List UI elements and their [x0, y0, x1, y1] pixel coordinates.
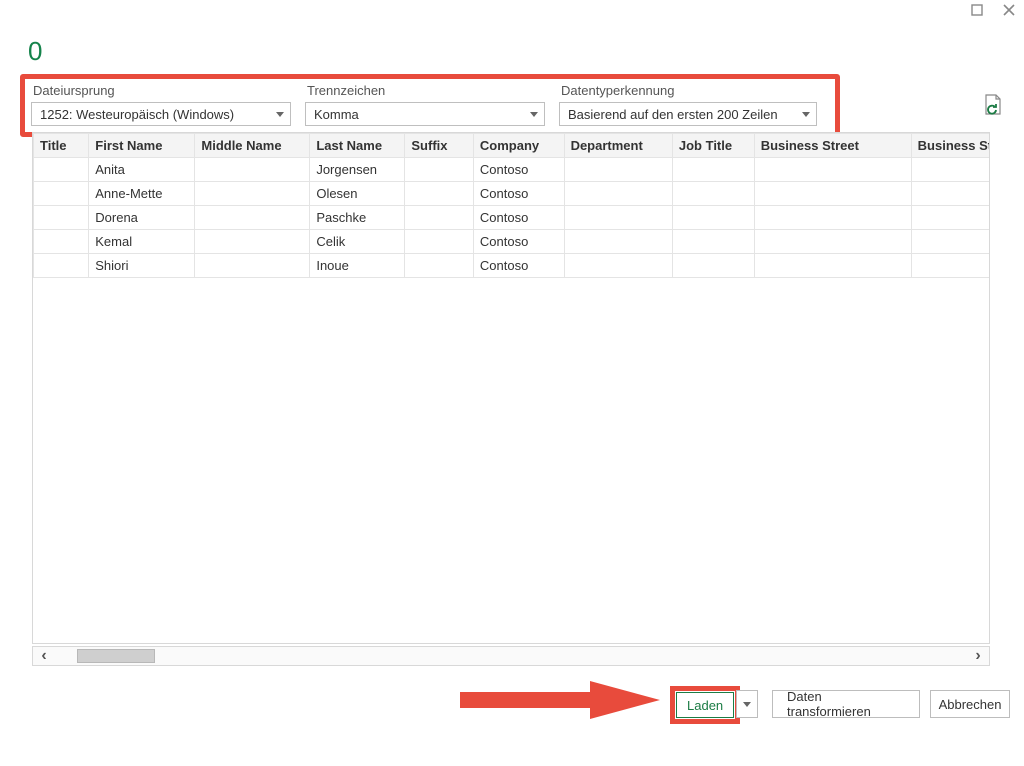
table-cell: [405, 158, 474, 182]
table-cell: [405, 230, 474, 254]
refresh-icon[interactable]: [982, 94, 1002, 116]
table-cell: [195, 254, 310, 278]
delimiter-select[interactable]: Komma: [305, 102, 545, 126]
load-button-dropdown[interactable]: [736, 690, 758, 718]
table-cell: [754, 206, 911, 230]
page-title: 0: [28, 36, 42, 67]
table-cell: [672, 230, 754, 254]
table-cell: Contoso: [473, 182, 564, 206]
preview-table: TitleFirst NameMiddle NameLast NameSuffi…: [32, 132, 990, 644]
table-cell: Contoso: [473, 254, 564, 278]
table-cell: [911, 206, 990, 230]
transform-data-label: Daten transformieren: [787, 689, 905, 719]
table-cell: [911, 158, 990, 182]
scroll-thumb[interactable]: [77, 649, 155, 663]
column-header[interactable]: Department: [564, 134, 672, 158]
table-row[interactable]: Anne-Mette Olesen Contoso: [34, 182, 991, 206]
table-cell: Dorena: [89, 206, 195, 230]
table-cell: [672, 158, 754, 182]
datatype-detect-select[interactable]: Basierend auf den ersten 200 Zeilen: [559, 102, 817, 126]
table-cell: [34, 254, 89, 278]
table-cell: [911, 230, 990, 254]
delimiter-value: Komma: [314, 107, 359, 122]
table-cell: [405, 206, 474, 230]
table-cell: [34, 206, 89, 230]
file-origin-select[interactable]: 1252: Westeuropäisch (Windows): [31, 102, 291, 126]
table-row[interactable]: Kemal Celik Contoso: [34, 230, 991, 254]
callout-arrow-icon: [460, 678, 660, 722]
table-cell: Olesen: [310, 182, 405, 206]
column-header[interactable]: Suffix: [405, 134, 474, 158]
delimiter-label: Trennzeichen: [305, 81, 545, 98]
table-cell: Contoso: [473, 230, 564, 254]
column-header[interactable]: Business Street: [754, 134, 911, 158]
table-cell: [564, 230, 672, 254]
table-cell: Contoso: [473, 206, 564, 230]
datatype-detect-value: Basierend auf den ersten 200 Zeilen: [568, 107, 778, 122]
file-origin-label: Dateiursprung: [31, 81, 291, 98]
table-cell: Jorgensen: [310, 158, 405, 182]
table-cell: [195, 206, 310, 230]
table-cell: [564, 254, 672, 278]
column-header[interactable]: Middle Name: [195, 134, 310, 158]
table-row[interactable]: Dorena Paschke Contoso: [34, 206, 991, 230]
window-maximize-icon[interactable]: [970, 4, 984, 18]
column-header[interactable]: Business Street 2: [911, 134, 990, 158]
load-button-label: Laden: [687, 698, 723, 713]
scroll-track[interactable]: [55, 647, 967, 665]
table-cell: [195, 182, 310, 206]
table-cell: [911, 182, 990, 206]
cancel-label: Abbrechen: [939, 697, 1002, 712]
load-button[interactable]: Laden: [676, 692, 734, 718]
horizontal-scrollbar[interactable]: ‹ ›: [32, 646, 990, 666]
load-button-highlight: Laden: [670, 686, 740, 724]
table-cell: [405, 254, 474, 278]
scroll-left-icon[interactable]: ‹: [33, 647, 55, 665]
window-close-icon[interactable]: [1002, 4, 1016, 18]
table-cell: [754, 158, 911, 182]
table-cell: [754, 254, 911, 278]
table-cell: [911, 254, 990, 278]
table-cell: [34, 230, 89, 254]
table-cell: Kemal: [89, 230, 195, 254]
chevron-down-icon: [802, 112, 810, 117]
table-cell: [564, 182, 672, 206]
table-cell: Anita: [89, 158, 195, 182]
datatype-detect-label: Datentyperkennung: [559, 81, 817, 98]
column-header[interactable]: Title: [34, 134, 89, 158]
file-origin-value: 1252: Westeuropäisch (Windows): [40, 107, 234, 122]
table-cell: [754, 230, 911, 254]
table-cell: [672, 182, 754, 206]
table-cell: [564, 206, 672, 230]
table-cell: [672, 206, 754, 230]
table-cell: [195, 230, 310, 254]
cancel-button[interactable]: Abbrechen: [930, 690, 1010, 718]
column-header[interactable]: First Name: [89, 134, 195, 158]
table-cell: Contoso: [473, 158, 564, 182]
table-cell: [405, 182, 474, 206]
column-header[interactable]: Company: [473, 134, 564, 158]
table-cell: Paschke: [310, 206, 405, 230]
chevron-down-icon: [743, 702, 751, 707]
transform-data-button[interactable]: Daten transformieren: [772, 690, 920, 718]
table-row[interactable]: Shiori Inoue Contoso: [34, 254, 991, 278]
table-cell: Anne-Mette: [89, 182, 195, 206]
table-cell: Shiori: [89, 254, 195, 278]
table-cell: Celik: [310, 230, 405, 254]
table-cell: [34, 158, 89, 182]
table-cell: [34, 182, 89, 206]
import-options-bar: Dateiursprung 1252: Westeuropäisch (Wind…: [20, 74, 840, 137]
table-cell: [754, 182, 911, 206]
chevron-down-icon: [530, 112, 538, 117]
scroll-right-icon[interactable]: ›: [967, 647, 989, 665]
column-header[interactable]: Last Name: [310, 134, 405, 158]
table-cell: Inoue: [310, 254, 405, 278]
chevron-down-icon: [276, 112, 284, 117]
table-row[interactable]: Anita Jorgensen Contoso: [34, 158, 991, 182]
column-header[interactable]: Job Title: [672, 134, 754, 158]
table-cell: [195, 158, 310, 182]
table-cell: [672, 254, 754, 278]
table-cell: [564, 158, 672, 182]
